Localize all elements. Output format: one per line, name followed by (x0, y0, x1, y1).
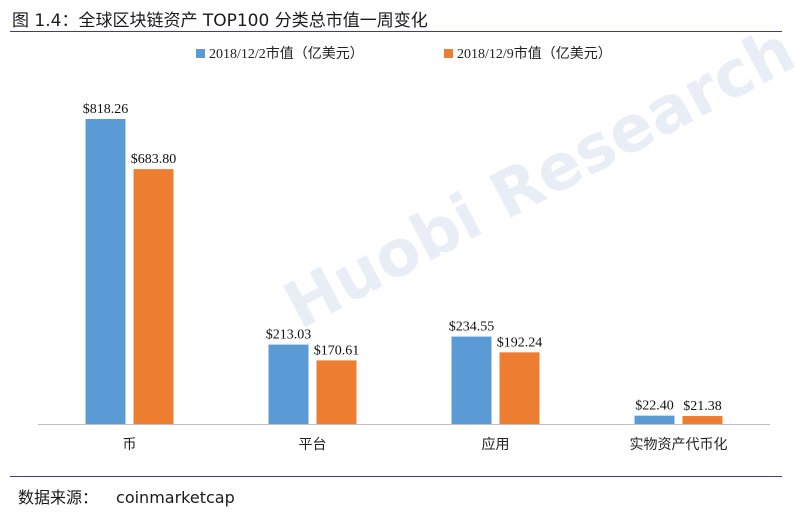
bar-chart: Huobi Research 2018/12/2市值（亿美元） 2018/12/9… (38, 13, 796, 453)
x-tick-label-1: 平台 (299, 437, 327, 453)
chart-legend: 2018/12/2市值（亿美元） 2018/12/9市值（亿美元） (196, 45, 612, 62)
legend-swatch-2 (444, 49, 453, 58)
data-label-series1-3: $22.40 (635, 399, 674, 414)
title-underline (10, 31, 782, 32)
data-label-series1-2: $234.55 (449, 320, 495, 335)
source-note: 数据来源： coinmarketcap (18, 484, 235, 508)
chart-data-labels: $818.26 $683.80 $213.03$170.61 $234.55$192.… (83, 102, 722, 414)
bar-series2-1 (316, 360, 357, 424)
watermark-text: Huobi Research (273, 13, 796, 344)
source-label: 数据来源： (18, 488, 99, 507)
bar-series2-2 (499, 352, 540, 424)
legend-label-1: 2018/12/2市值（亿美元） (209, 45, 364, 62)
x-tick-label-3: 实物资产代币化 (630, 437, 728, 453)
bar-series1-0 (85, 119, 126, 424)
data-label-series2-3: $21.38 (683, 399, 722, 414)
bar-series1-1 (268, 344, 309, 424)
figure-title: 图 1.4：全球区块链资产 TOP100 分类总市值一周变化 (12, 11, 428, 31)
x-tick-label-0: 币 (123, 437, 137, 453)
bar-series2-3 (682, 416, 723, 424)
data-label-series1-0: $818.26 (83, 102, 129, 117)
data-label-series2-1: $170.61 (314, 343, 360, 358)
bar-series2-0 (133, 169, 174, 424)
source-rule (10, 476, 782, 477)
chart-x-axis: 币 平台 应用 实物资产代币化 (38, 424, 770, 453)
data-label-series1-1: $213.03 (266, 328, 312, 343)
bar-series1-2 (451, 336, 492, 424)
data-label-series2-0: $683.80 (131, 152, 177, 167)
data-label-series2-2: $192.24 (497, 335, 543, 350)
source-value: coinmarketcap (116, 488, 235, 507)
legend-swatch-1 (196, 49, 205, 58)
bar-series1-3 (634, 415, 675, 424)
legend-label-2: 2018/12/9市值（亿美元） (457, 45, 612, 62)
chart-bars (85, 119, 723, 424)
watermark-layer: Huobi Research (273, 13, 796, 344)
x-tick-label-2: 应用 (482, 436, 510, 453)
